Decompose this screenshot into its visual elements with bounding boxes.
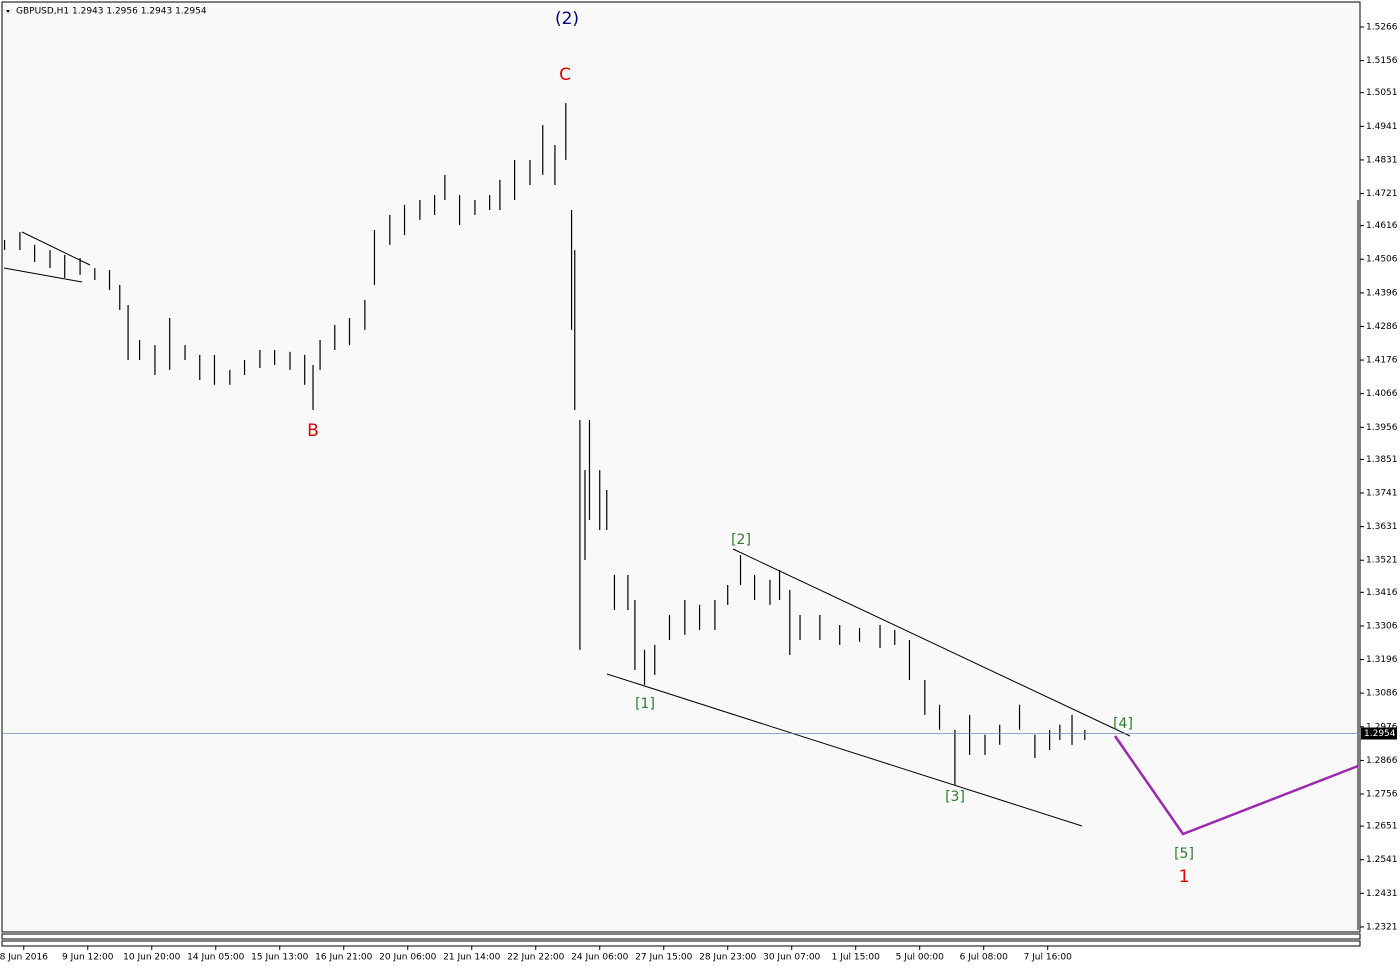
projection-line [1113,735,1359,836]
y-tick-label: 1.2541 [1366,855,1398,865]
y-tick-label: 1.3631 [1366,522,1398,532]
y-tick-label: 1.2321 [1366,922,1398,932]
x-tick-label: 16 Jun 21:00 [315,953,372,963]
y-tick-label: 1.5156 [1366,56,1398,66]
wave-label: 1 [1179,867,1190,887]
x-tick-label: 14 Jun 05:00 [187,953,244,963]
y-tick-label: 1.4176 [1366,356,1398,366]
wave-label: [1] [635,696,655,712]
y-tick-label: 1.2976 [1366,722,1398,732]
y-tick-label: 1.2756 [1366,790,1398,800]
y-tick-label: 1.2431 [1366,889,1398,899]
x-tick-label: 20 Jun 06:00 [379,953,436,963]
wave-label: [5] [1174,846,1194,862]
wave-label: C [559,65,571,85]
y-tick-label: 1.4941 [1366,122,1398,132]
y-tick-label: 1.3956 [1366,423,1398,433]
menu-arrow[interactable] [6,10,10,13]
y-tick-label: 1.3521 [1366,556,1398,566]
y-tick-label: 1.4721 [1366,189,1398,199]
wave-label: (2) [555,9,579,29]
x-tick-label: 1 Jul 15:00 [832,953,881,963]
y-tick-label: 1.4396 [1366,288,1398,298]
y-tick-label: 1.4286 [1366,322,1398,332]
y-tick-label: 1.2651 [1366,822,1398,832]
x-tick-label: 27 Jun 15:00 [635,953,692,963]
y-tick-label: 1.3416 [1366,588,1398,598]
y-tick-label: 1.3086 [1366,689,1398,699]
chart-header: GBPUSD,H1 1.2943 1.2956 1.2943 1.2954 [16,7,207,17]
wave-label: [4] [1113,716,1133,732]
x-tick-label: 10 Jun 20:00 [123,953,180,963]
y-tick-label: 1.3851 [1366,455,1398,465]
wave-label: B [307,421,319,441]
scroll-bar [1,940,1361,947]
plot-area [1,1,1361,933]
x-tick-label: 28 Jun 23:00 [699,953,756,963]
trend-line [21,231,91,266]
y-tick-label: 1.4831 [1366,155,1398,165]
trend-line [3,267,83,283]
current-price-box [1361,727,1397,740]
scroll-bar [1,933,1361,940]
x-tick-label: 9 Jun 12:00 [62,953,114,963]
y-tick-label: 1.4506 [1366,255,1398,265]
x-tick-label: 6 Jul 08:00 [960,953,1009,963]
y-tick-label: 1.3741 [1366,489,1398,499]
x-tick-label: 7 Jul 16:00 [1024,953,1073,963]
y-tick-label: 1.4616 [1366,221,1398,231]
y-tick-label: 1.5266 [1366,23,1398,33]
x-tick-label: 22 Jun 22:00 [507,953,564,963]
y-tick-label: 1.5051 [1366,88,1398,98]
x-tick-label: 30 Jun 07:00 [763,953,820,963]
y-tick-label: 1.3196 [1366,655,1398,665]
x-tick-label: 24 Jun 06:00 [571,953,628,963]
y-tick-label: 1.2866 [1366,756,1398,766]
x-tick-label: 8 Jun 2016 [0,953,48,963]
current-price-label: 1.2954 [1364,729,1396,739]
wave-label: [2] [731,532,751,548]
y-tick-label: 1.3306 [1366,621,1398,631]
wave-label: [3] [945,789,965,805]
x-tick-label: 15 Jun 13:00 [251,953,308,963]
x-tick-label: 21 Jun 14:00 [443,953,500,963]
y-tick-label: 1.4066 [1366,389,1398,399]
x-tick-label: 5 Jul 00:00 [896,953,945,963]
trend-line [732,548,1131,737]
trend-line [606,673,1083,827]
